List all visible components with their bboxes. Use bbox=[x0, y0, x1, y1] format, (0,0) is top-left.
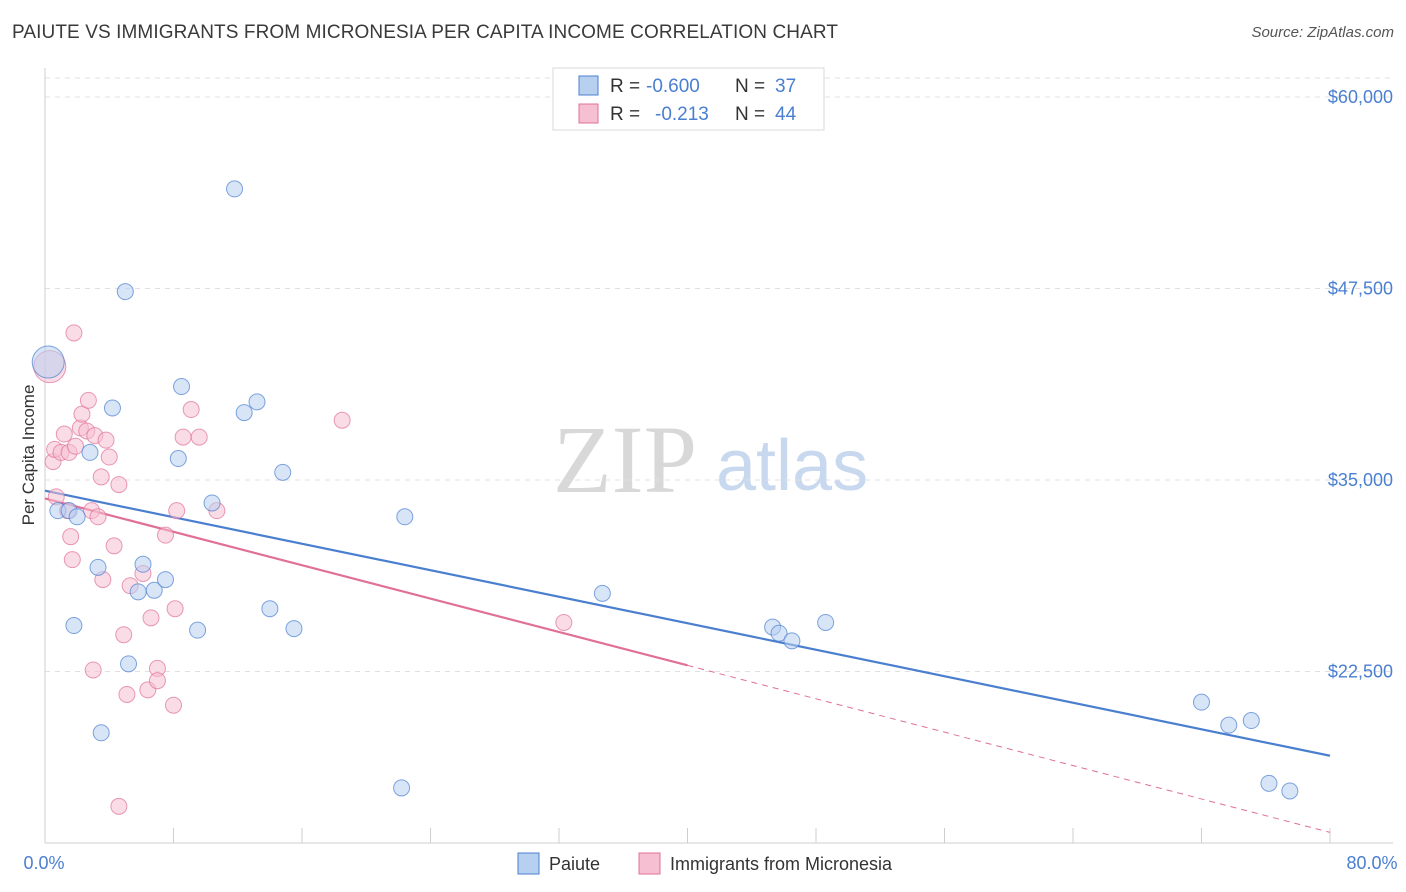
point-paiute bbox=[92, 724, 110, 742]
legend-n-label-1: N = bbox=[735, 76, 765, 97]
point-micronesia bbox=[148, 672, 166, 690]
point-paiute bbox=[89, 558, 107, 576]
point-micronesia bbox=[100, 448, 118, 466]
point-micronesia bbox=[79, 391, 97, 409]
legend-n-value-2: 44 bbox=[775, 104, 797, 125]
point-micronesia bbox=[166, 600, 184, 618]
point-paiute bbox=[145, 581, 163, 599]
point-micronesia bbox=[84, 661, 102, 679]
trendline-micronesia bbox=[44, 497, 688, 667]
point-micronesia bbox=[110, 476, 128, 494]
point-paiute bbox=[1193, 693, 1210, 711]
point-paiute bbox=[81, 443, 99, 461]
bottom-legend-label-micronesia: Immigrants from Micronesia bbox=[670, 854, 893, 874]
y-tick-label: $35,000 bbox=[1328, 470, 1393, 490]
point-paiute bbox=[103, 399, 121, 417]
trendline-micronesia-extrapolated bbox=[687, 664, 1331, 833]
point-micronesia bbox=[142, 609, 160, 627]
point-paiute bbox=[68, 508, 86, 526]
point-micronesia bbox=[115, 626, 133, 644]
point-paiute bbox=[65, 617, 83, 635]
point-paiute bbox=[173, 378, 191, 396]
bottom-legend-label-paiute: Paiute bbox=[549, 854, 600, 874]
legend-swatch-micronesia bbox=[578, 103, 599, 124]
point-micronesia bbox=[168, 502, 186, 520]
y-tick-label: $60,000 bbox=[1328, 87, 1393, 107]
point-paiute bbox=[783, 632, 801, 650]
bottom-legend: Paiute Immigrants from Micronesia bbox=[517, 852, 893, 875]
point-micronesia bbox=[110, 797, 128, 815]
point-paiute bbox=[1260, 774, 1278, 792]
point-micronesia bbox=[63, 551, 81, 569]
point-micronesia bbox=[73, 405, 91, 423]
point-micronesia bbox=[105, 537, 123, 555]
x-tick-label-max: 80.0% bbox=[1346, 853, 1397, 873]
point-paiute bbox=[189, 621, 207, 639]
bottom-legend-swatch-paiute bbox=[517, 852, 540, 875]
point-paiute bbox=[134, 555, 152, 573]
x-axis-ticks bbox=[173, 828, 1331, 843]
point-paiute bbox=[396, 508, 414, 526]
chart-title: PAIUTE VS IMMIGRANTS FROM MICRONESIA PER… bbox=[12, 22, 839, 43]
point-paiute bbox=[593, 584, 611, 602]
point-micronesia bbox=[333, 411, 351, 429]
source-label: Source: ZipAtlas.com bbox=[1251, 24, 1394, 41]
y-tick-label: $47,500 bbox=[1328, 279, 1393, 299]
point-micronesia bbox=[92, 468, 110, 486]
point-micronesia bbox=[89, 508, 107, 526]
point-micronesia bbox=[118, 685, 136, 703]
point-paiute bbox=[235, 404, 253, 422]
point-micronesia bbox=[165, 696, 182, 714]
point-paiute bbox=[116, 283, 134, 301]
point-paiute bbox=[274, 463, 292, 481]
point-paiute bbox=[1281, 782, 1299, 800]
point-paiute bbox=[226, 180, 244, 198]
legend-box: R = -0.600 N = 37 R = -0.213 N = 44 bbox=[552, 67, 825, 131]
x-tick-label-min: 0.0% bbox=[23, 853, 64, 873]
point-paiute bbox=[770, 624, 788, 642]
legend-r-label-1: R = bbox=[610, 76, 640, 97]
point-paiute bbox=[248, 393, 266, 411]
bottom-legend-swatch-micronesia bbox=[638, 852, 661, 875]
point-paiute bbox=[129, 583, 147, 601]
y-tick-label: $22,500 bbox=[1328, 662, 1393, 682]
point-paiute bbox=[1220, 716, 1238, 734]
point-paiute bbox=[1242, 712, 1260, 730]
trendlines bbox=[44, 489, 1331, 833]
point-micronesia bbox=[55, 425, 73, 443]
legend-n-value-1: 37 bbox=[775, 76, 796, 97]
legend-r-value-1: -0.600 bbox=[646, 76, 700, 97]
legend-swatch-paiute bbox=[578, 75, 599, 96]
point-paiute bbox=[203, 494, 221, 512]
point-micronesia bbox=[62, 528, 80, 546]
point-paiute bbox=[169, 450, 187, 468]
point-paiute bbox=[261, 600, 279, 618]
point-micronesia bbox=[190, 428, 208, 446]
y-tick-labels: $22,500 $35,000 $47,500 $60,000 bbox=[1328, 87, 1393, 682]
point-micronesia bbox=[97, 431, 115, 449]
point-paiute bbox=[285, 620, 303, 638]
point-paiute bbox=[393, 779, 411, 797]
legend-n-label-2: N = bbox=[735, 104, 765, 125]
legend-r-label-2: R = bbox=[610, 104, 640, 125]
point-micronesia bbox=[67, 437, 85, 455]
y-axis-title: Per Capita Income bbox=[19, 385, 38, 526]
point-micronesia bbox=[174, 428, 192, 446]
point-micronesia bbox=[156, 526, 174, 544]
point-paiute bbox=[817, 613, 835, 631]
point-micronesia bbox=[555, 613, 573, 631]
legend-r-value-2: -0.213 bbox=[655, 104, 709, 125]
point-paiute bbox=[120, 655, 138, 673]
point-micronesia bbox=[65, 324, 83, 342]
watermark-atlas: atlas bbox=[716, 426, 868, 506]
watermark-zip: ZIP bbox=[553, 406, 697, 513]
trendline-paiute bbox=[44, 489, 1331, 757]
point-paiute bbox=[31, 345, 65, 379]
gridlines bbox=[45, 77, 1393, 672]
point-paiute bbox=[156, 571, 174, 589]
point-micronesia bbox=[182, 401, 200, 419]
data-points bbox=[31, 180, 1299, 815]
